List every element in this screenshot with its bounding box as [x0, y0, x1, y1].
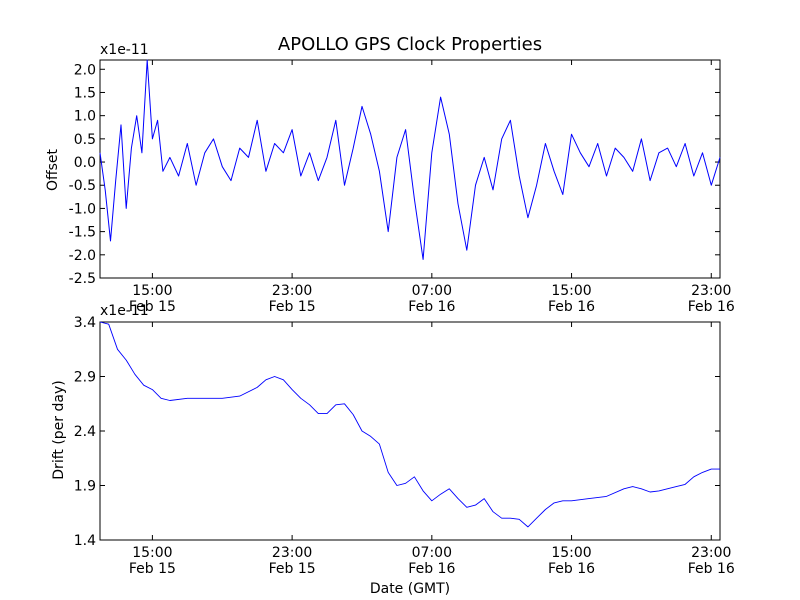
offset-y-tick-label: 2.0 — [74, 62, 96, 78]
drift-y-tick-label: 3.4 — [74, 315, 96, 331]
drift-axes-frame — [99, 321, 721, 541]
offset-y-tick-label: -0.5 — [69, 178, 96, 194]
drift-y-axis-label: Drift (per day) — [51, 380, 67, 479]
offset-y-tick-label: 0.5 — [74, 132, 96, 148]
drift-x-tick-label-time: 23:00 — [691, 545, 731, 561]
drift-y-tick-label: 1.9 — [74, 479, 96, 495]
drift-x-tick-label-date: Feb 16 — [408, 561, 455, 577]
offset-x-tick-label-date: Feb 16 — [548, 299, 595, 315]
offset-y-tick-label: -1.0 — [69, 201, 96, 217]
x-axis-label: Date (GMT) — [370, 581, 450, 597]
drift-x-tick-label-date: Feb 16 — [688, 561, 735, 577]
offset-x-tick-label-date: Feb 16 — [688, 299, 735, 315]
offset-x-tick-label-time: 15:00 — [132, 283, 172, 299]
offset-x-tick-label-time: 15:00 — [551, 283, 591, 299]
chart-title: APOLLO GPS Clock Properties — [278, 34, 542, 55]
drift-x-tick-label-time: 15:00 — [132, 545, 172, 561]
drift-x-tick-label-time: 15:00 — [551, 545, 591, 561]
drift-scale-label: x1e-11 — [100, 303, 149, 319]
offset-y-tick-label: -1.5 — [69, 225, 96, 241]
offset-scale-label: x1e-11 — [100, 42, 149, 58]
drift-y-tick-label: 2.4 — [74, 424, 96, 440]
offset-y-axis-label: Offset — [45, 148, 61, 191]
drift-x-tick-label-time: 23:00 — [272, 545, 312, 561]
offset-y-tick-label: -2.0 — [69, 248, 96, 264]
offset-x-tick-label-date: Feb 16 — [408, 299, 455, 315]
offset-y-tick-label: -2.5 — [69, 271, 96, 287]
offset-x-tick-label-time: 23:00 — [691, 283, 731, 299]
drift-x-tick-label-date: Feb 16 — [548, 561, 595, 577]
offset-x-tick-label-date: Feb 15 — [129, 299, 176, 315]
drift-series-line — [99, 321, 720, 528]
offset-x-tick-label-time: 23:00 — [272, 283, 312, 299]
offset-x-tick-label-time: 07:00 — [412, 283, 452, 299]
drift-y-tick-label: 1.4 — [74, 533, 96, 549]
offset-panel: 2.0 1.5 1.0 0.5 0.0 -0.5 -1.0 -1.5 -2.0 -2.5 15:00… — [69, 59, 735, 315]
offset-y-tick-label: 0.0 — [74, 155, 96, 171]
offset-y-tick-label: 1.5 — [74, 85, 96, 101]
offset-axes-frame — [99, 59, 721, 279]
drift-y-tick-label: 2.9 — [74, 370, 96, 386]
drift-x-tick-label-date: Feb 15 — [129, 561, 176, 577]
offset-y-tick-label: 1.0 — [74, 109, 96, 125]
offset-series-line — [99, 59, 721, 260]
drift-x-tick-label-date: Feb 15 — [269, 561, 316, 577]
offset-x-tick-label-date: Feb 15 — [269, 299, 316, 315]
drift-x-tick-label-time: 07:00 — [412, 545, 452, 561]
